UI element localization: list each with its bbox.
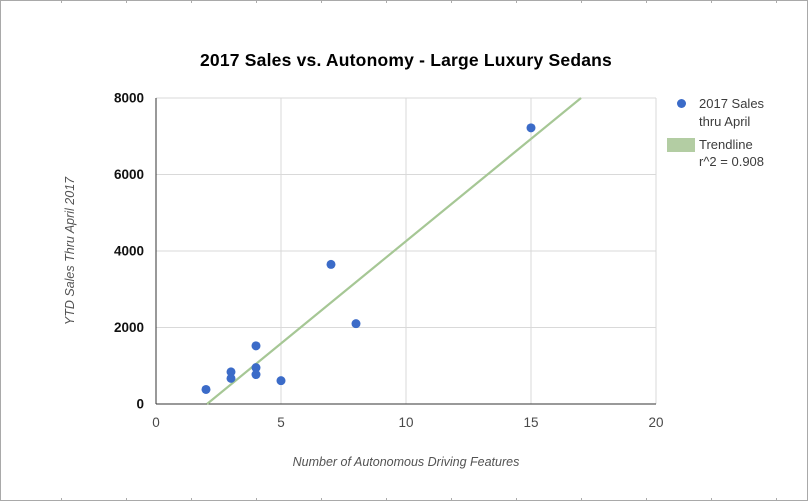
data-point[interactable] bbox=[201, 384, 211, 394]
legend-trendline-label: Trendline bbox=[699, 137, 753, 152]
legend-trendline-r2: r^2 = 0.908 bbox=[699, 154, 765, 169]
spreadsheet-gridline-stub bbox=[256, 1, 257, 3]
spreadsheet-gridline-stub bbox=[646, 1, 647, 3]
trendline[interactable] bbox=[206, 97, 582, 405]
chart-title: 2017 Sales vs. Autonomy - Large Luxury S… bbox=[200, 50, 612, 70]
spreadsheet-gridline-stub bbox=[776, 1, 777, 3]
spreadsheet-gridline-stub bbox=[711, 498, 712, 500]
data-point[interactable] bbox=[351, 319, 361, 329]
y-tick-label: 0 bbox=[136, 397, 144, 412]
spreadsheet-gridline-stub bbox=[711, 1, 712, 3]
data-point[interactable] bbox=[526, 123, 536, 133]
spreadsheet-gridline-stub bbox=[61, 1, 62, 3]
spreadsheet-gridline-stub bbox=[451, 498, 452, 500]
data-point[interactable] bbox=[251, 341, 261, 351]
spreadsheet-gridline-stub bbox=[191, 1, 192, 3]
x-axis-title: Number of Autonomous Driving Features bbox=[292, 455, 520, 469]
spreadsheet-gridline-stub bbox=[126, 1, 127, 3]
data-point[interactable] bbox=[326, 259, 336, 269]
spreadsheet-gridline-stub bbox=[256, 498, 257, 500]
spreadsheet-gridline-stub bbox=[321, 1, 322, 3]
x-tick-label: 20 bbox=[648, 415, 663, 430]
spreadsheet-gridline-stub bbox=[581, 498, 582, 500]
spreadsheet-gridline-stub bbox=[581, 1, 582, 3]
data-point[interactable] bbox=[251, 370, 261, 380]
y-tick-label: 4000 bbox=[114, 244, 144, 259]
spreadsheet-gridline-stub bbox=[646, 498, 647, 500]
x-tick-label: 0 bbox=[152, 415, 160, 430]
spreadsheet-gridline-stub bbox=[776, 498, 777, 500]
spreadsheet-gridline-stub bbox=[61, 498, 62, 500]
spreadsheet-gridline-stub bbox=[386, 1, 387, 3]
y-tick-label: 8000 bbox=[114, 91, 144, 106]
x-tick-label: 10 bbox=[398, 415, 413, 430]
data-point[interactable] bbox=[226, 367, 236, 377]
spreadsheet-gridline-stub bbox=[191, 498, 192, 500]
legend-item-series[interactable]: 2017 Sales thru April bbox=[699, 95, 764, 131]
legend-series-label-line1: 2017 Sales bbox=[699, 96, 765, 111]
y-tick-label: 6000 bbox=[114, 167, 144, 182]
spreadsheet-gridline-stub bbox=[516, 498, 517, 500]
legend-trendline-swatch-icon[interactable] bbox=[667, 138, 695, 152]
data-point[interactable] bbox=[251, 363, 261, 373]
spreadsheet-gridline-stub bbox=[451, 1, 452, 3]
legend-series-marker-icon[interactable] bbox=[677, 99, 686, 108]
y-tick-label: 2000 bbox=[114, 320, 144, 335]
legend-item-trendline[interactable]: Trendline r^2 = 0.908 bbox=[699, 136, 764, 170]
spreadsheet-gridline-stub bbox=[126, 498, 127, 500]
y-axis-title: YTD Sales Thru April 2017 bbox=[63, 176, 77, 326]
spreadsheet-gridline-stub bbox=[386, 498, 387, 500]
spreadsheet-gridline-stub bbox=[516, 1, 517, 3]
data-point[interactable] bbox=[276, 376, 286, 386]
data-point[interactable] bbox=[226, 373, 236, 383]
x-tick-label: 15 bbox=[523, 415, 538, 430]
legend-series-label-line2: thru April bbox=[699, 114, 751, 129]
spreadsheet-gridline-stub bbox=[321, 498, 322, 500]
x-tick-label: 5 bbox=[277, 415, 285, 430]
